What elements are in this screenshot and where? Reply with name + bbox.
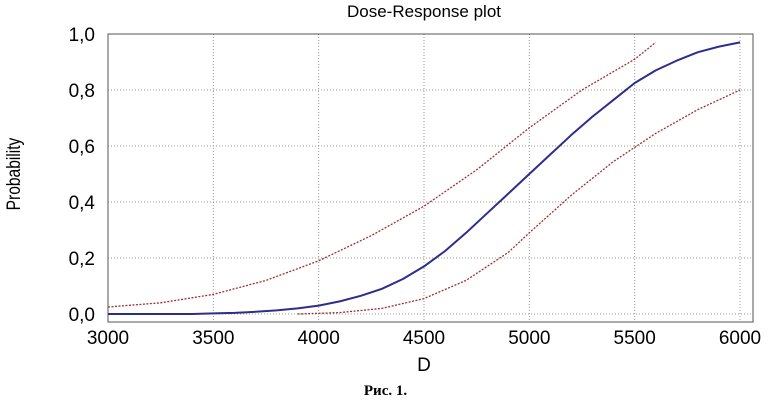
x-tick-label: 5500 [614,328,656,349]
x-tick-label: 4500 [403,328,445,349]
figure-caption: Рис. 1. [363,383,408,399]
series-group [107,41,741,315]
x-tick-label: 6000 [719,328,761,349]
y-tick-label: 0,2 [69,249,95,270]
y-tick-label: 0,4 [69,193,96,214]
y-tick-label: 1,0 [69,25,95,46]
x-tick-labels: 3000 3500 4000 4500 5000 5500 6000 [87,328,761,349]
grid [107,33,753,322]
y-axis-label: Probability [3,137,25,210]
confidence-band-line [297,89,741,315]
confidence-band-line [107,41,657,308]
x-tick-label: 5000 [508,328,550,349]
x-tick-label: 3500 [192,328,234,349]
y-tick-label: 0,6 [69,137,95,158]
x-tick-label: 3000 [87,328,129,349]
y-tick-label: 0,0 [69,305,95,326]
x-axis-label: D [417,355,431,376]
y-tick-labels: 0,0 0,2 0,4 0,6 0,8 1,0 [69,25,96,326]
y-tick-label: 0,8 [69,81,95,102]
dose-response-chart: Dose-Response plot 3000 3500 4000 4500 5000 5… [3,2,762,376]
chart-title: Dose-Response plot [347,2,501,21]
fit-curve-line [108,41,741,315]
x-tick-label: 4000 [298,328,340,349]
plot-frame [107,33,754,323]
